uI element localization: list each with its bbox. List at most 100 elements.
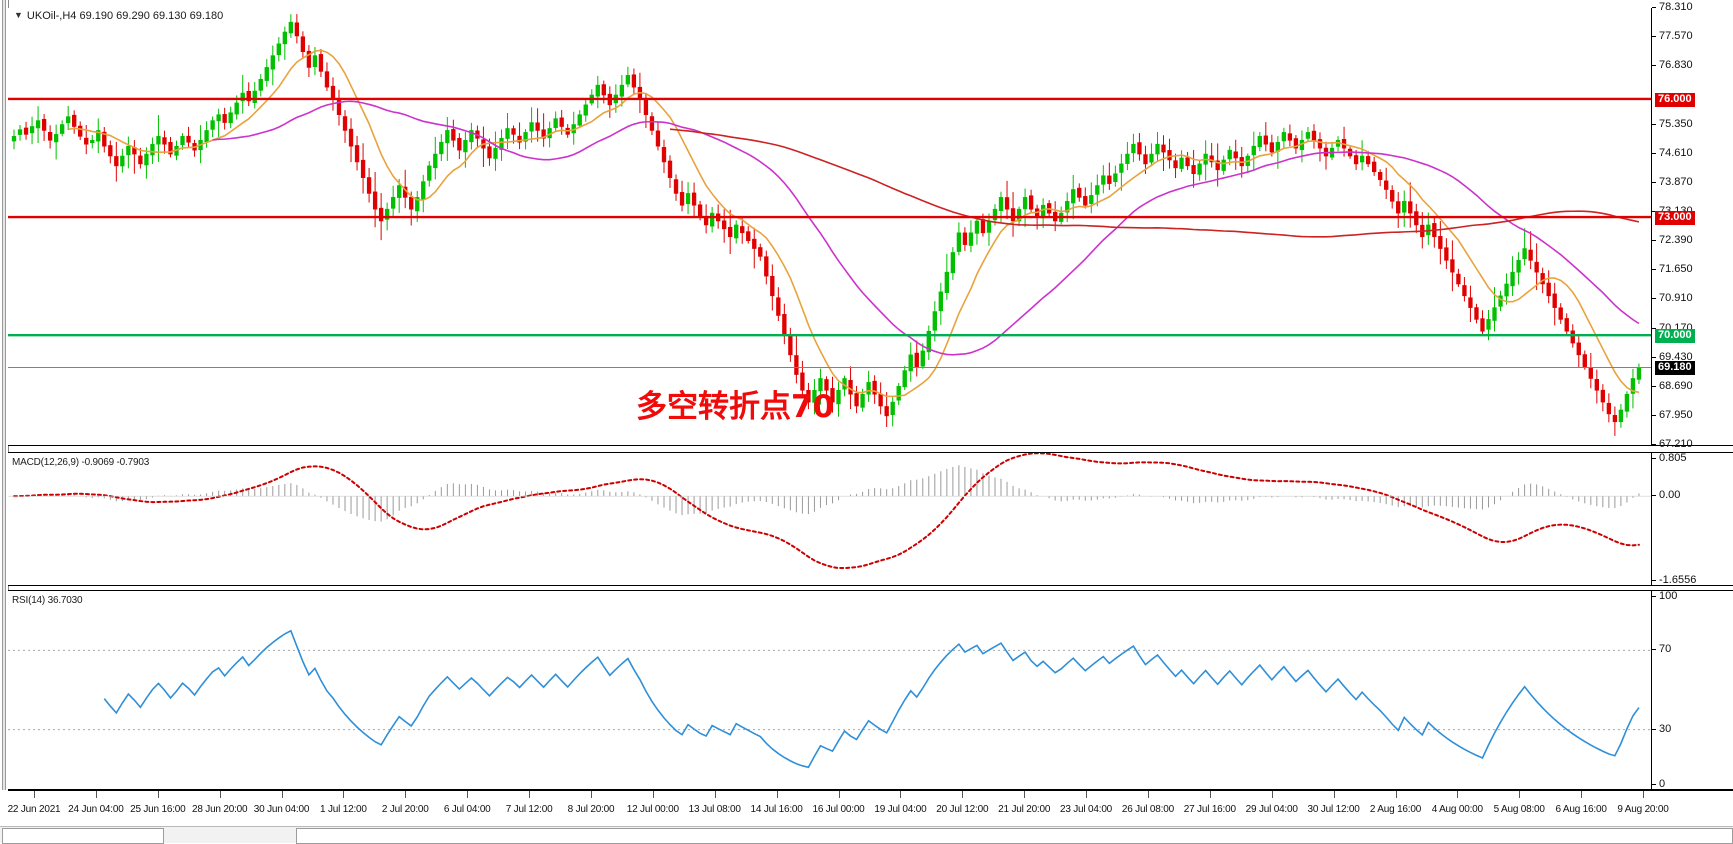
time-axis-label: 27 Jul 16:00 (1183, 804, 1236, 815)
rsi-axis-tick-label: 0 (1659, 778, 1666, 790)
taskbar-gap (166, 828, 292, 842)
price-axis-tick-label: 78.310 (1659, 1, 1693, 13)
rsi-axis-tick-label: 70 (1659, 643, 1672, 656)
time-axis-mark (281, 791, 283, 798)
price-plot-area[interactable]: 多空转折点70 (8, 8, 1651, 445)
time-axis-label: 9 Aug 20:00 (1617, 804, 1669, 815)
macd-panel: MACD(12,26,9) -0.9069 -0.7903 0.805 0.00 -… (8, 452, 1733, 586)
symbol-header-text: UKOil-,H4 69.190 69.290 69.130 69.180 (26, 10, 224, 22)
price-axis-tick-label: 68.690 (1659, 379, 1693, 392)
time-axis-mark (1024, 791, 1026, 798)
time-axis-mark (962, 791, 964, 798)
price-axis-tick-label: 74.610 (1659, 146, 1693, 159)
time-axis-label: 25 Jun 16:00 (130, 804, 186, 815)
time-axis-label: 16 Jul 00:00 (812, 804, 865, 815)
time-axis-label: 30 Jul 12:00 (1307, 804, 1360, 815)
candlestick-svg (8, 14, 1651, 436)
price-axis-tick-label: 69.430 (1659, 350, 1693, 363)
time-axis-mark (467, 791, 469, 798)
time-axis-label: 22 Jun 2021 (7, 804, 61, 815)
price-axis-tick-label: 71.650 (1659, 263, 1693, 276)
time-axis-mark (591, 791, 592, 798)
time-axis-mark (1457, 791, 1459, 798)
macd-axis: 0.805 0.00 -1.6556 (1651, 452, 1733, 586)
time-axis-label: 1 Jul 12:00 (320, 804, 367, 815)
price-level-badge: 76.000 (1655, 92, 1695, 107)
time-axis-mark (343, 791, 345, 798)
time-axis-label: 6 Aug 16:00 (1555, 804, 1607, 815)
time-axis-label: 19 Jul 04:00 (874, 804, 927, 815)
time-axis-mark (529, 791, 531, 798)
time-axis[interactable]: 22 Jun 2021 24 Jun 04:00 25 Jun 16:00 28 Ju… (8, 790, 1733, 824)
price-axis-tick-label: 76.830 (1659, 59, 1693, 72)
time-axis-mark (95, 791, 97, 798)
time-axis-label: 21 Jul 20:00 (998, 804, 1051, 815)
time-axis-mark (900, 791, 902, 798)
symbol-header: ▼ UKOil-,H4 69.190 69.290 69.130 69.180 (14, 10, 223, 22)
time-axis-mark (1395, 791, 1397, 798)
price-axis-tick-label: 73.870 (1659, 175, 1693, 188)
price-panel: ▼ UKOil-,H4 69.190 69.290 69.130 69.180 多… (8, 1, 1733, 450)
time-axis-mark (1581, 791, 1583, 798)
time-axis-mark (776, 791, 778, 798)
time-axis-mark (219, 791, 221, 798)
rsi-label: RSI(14) 36.7030 (12, 595, 83, 606)
rsi-axis-tick-label: 100 (1659, 590, 1678, 602)
time-axis-mark (1643, 791, 1644, 798)
macd-axis-tick-label: 0.00 (1659, 489, 1681, 502)
price-axis-tick-label: 70.910 (1659, 292, 1693, 305)
time-axis-mark (1147, 791, 1149, 798)
rsi-plot-area[interactable] (8, 591, 1651, 789)
price-level-badge: 73.000 (1655, 211, 1695, 226)
macd-label: MACD(12,26,9) -0.9069 -0.7903 (12, 457, 150, 468)
time-axis-label: 13 Jul 08:00 (688, 804, 741, 815)
time-axis-mark (652, 791, 654, 798)
time-axis-label: 4 Aug 00:00 (1431, 804, 1483, 815)
price-axis-tick-label: 77.570 (1659, 30, 1693, 43)
time-axis-label: 23 Jul 04:00 (1059, 804, 1113, 815)
price-axis-tick-label: 67.950 (1659, 408, 1693, 421)
time-axis-label: 12 Jul 00:00 (626, 804, 679, 815)
time-axis-mark (34, 791, 35, 798)
time-axis-label: 29 Jul 04:00 (1245, 804, 1298, 815)
time-axis-label: 5 Aug 08:00 (1493, 804, 1545, 815)
time-axis-mark (157, 791, 159, 798)
macd-svg (8, 453, 1651, 570)
rsi-panel: RSI(14) 36.7030 100 70 30 0 (8, 590, 1733, 790)
time-axis-label: 24 Jun 04:00 (68, 804, 124, 815)
time-axis-label: 7 Jul 12:00 (505, 804, 553, 815)
price-level-badge: 70.000 (1655, 329, 1695, 344)
price-axis-tick-label: 75.350 (1659, 117, 1693, 130)
rsi-axis: 100 70 30 0 (1651, 590, 1733, 790)
time-axis-label: 20 Jul 12:00 (936, 804, 989, 815)
time-axis-label: 2 Jul 20:00 (381, 804, 429, 815)
time-axis-mark (1519, 791, 1521, 798)
rsi-svg (8, 629, 1651, 769)
time-axis-label: 14 Jul 16:00 (750, 804, 803, 815)
time-axis-label: 30 Jun 04:00 (253, 804, 310, 815)
time-axis-mark (1209, 791, 1211, 798)
chart-annotation-text: 多空转折点70 (636, 389, 835, 425)
taskbar (0, 826, 1733, 844)
price-level-badge: 69.180 (1655, 361, 1695, 376)
time-axis-label: 2 Aug 16:00 (1369, 804, 1422, 815)
time-axis-label: 6 Jul 04:00 (443, 804, 491, 815)
price-axis-tick-label: 72.390 (1659, 234, 1693, 247)
time-axis-mark (1333, 791, 1335, 798)
time-axis-label: 28 Jun 20:00 (191, 804, 248, 815)
time-axis-label: 26 Jul 08:00 (1121, 804, 1174, 815)
time-axis-mark (405, 791, 407, 798)
price-axis[interactable]: 78.31077.57076.83075.35074.61073.87073.1… (1651, 1, 1733, 450)
macd-plot-area[interactable] (8, 453, 1651, 585)
time-axis-mark (838, 791, 840, 798)
time-axis-mark (1086, 791, 1087, 798)
rsi-axis-tick-label: 30 (1659, 722, 1672, 735)
time-axis-mark (714, 791, 716, 798)
macd-axis-tick-label: -1.6556 (1659, 574, 1697, 586)
time-axis-mark (1271, 791, 1273, 798)
chart-collapse-caret[interactable]: ▼ (14, 10, 23, 20)
macd-axis-tick-label: 0.805 (1659, 452, 1687, 464)
price-axis-tick-label: 67.210 (1659, 438, 1693, 450)
time-axis-label: 8 Jul 20:00 (567, 804, 615, 815)
